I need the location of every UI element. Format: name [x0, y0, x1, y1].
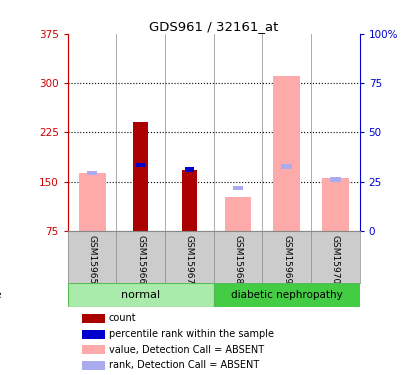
Bar [87, 171, 97, 176]
Bar [82, 345, 105, 354]
Title: GDS961 / 32161_at: GDS961 / 32161_at [149, 20, 278, 33]
Bar [82, 314, 105, 323]
Bar [79, 173, 106, 231]
Text: GSM15966: GSM15966 [136, 235, 145, 284]
Bar [182, 170, 197, 231]
Text: diabetic nephropathy: diabetic nephropathy [231, 290, 342, 300]
Bar [185, 167, 194, 172]
Text: GSM15965: GSM15965 [88, 235, 97, 284]
Bar [136, 163, 145, 167]
Text: disease state: disease state [0, 290, 1, 300]
Text: count: count [109, 313, 136, 323]
Text: GSM15969: GSM15969 [282, 235, 291, 284]
Text: percentile rank within the sample: percentile rank within the sample [109, 329, 274, 339]
Bar [281, 164, 292, 169]
Text: rank, Detection Call = ABSENT: rank, Detection Call = ABSENT [109, 360, 259, 370]
Text: GSM15967: GSM15967 [185, 235, 194, 284]
Bar [330, 177, 341, 182]
Bar [233, 186, 243, 190]
Text: value, Detection Call = ABSENT: value, Detection Call = ABSENT [109, 345, 264, 355]
Bar [273, 76, 300, 231]
Text: normal: normal [121, 290, 160, 300]
Bar [82, 361, 105, 370]
Bar [214, 283, 360, 307]
Bar [68, 283, 214, 307]
Text: GSM15970: GSM15970 [331, 235, 340, 284]
Text: GSM15968: GSM15968 [233, 235, 242, 284]
Bar [82, 330, 105, 339]
Bar [225, 196, 252, 231]
Bar [134, 122, 148, 231]
Bar [322, 178, 349, 231]
